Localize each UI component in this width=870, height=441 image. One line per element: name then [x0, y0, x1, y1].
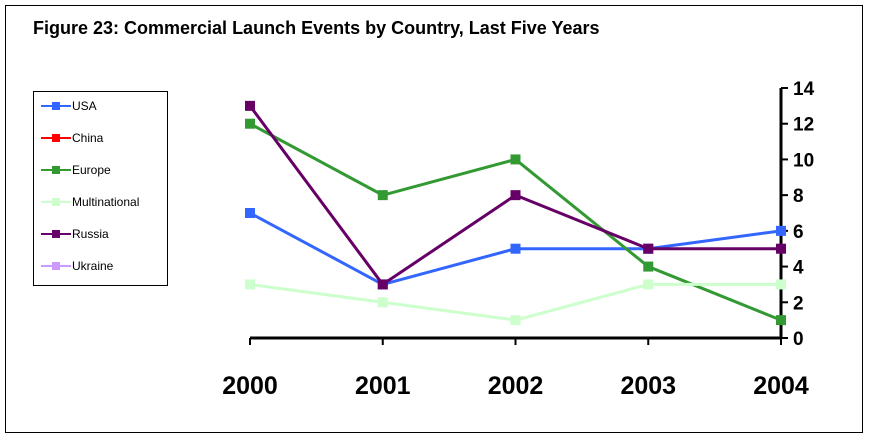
chart-title: Figure 23: Commercial Launch Events by C…	[33, 18, 600, 38]
legend-label: USA	[72, 99, 97, 113]
data-point-europe	[245, 118, 255, 129]
y-tick-label: 0	[793, 329, 804, 350]
data-point-multinational	[776, 279, 786, 290]
y-tick-label: 12	[793, 115, 814, 136]
x-tick-label: 2002	[488, 372, 544, 400]
legend-swatch	[41, 256, 71, 276]
y-tick-label: 8	[793, 186, 804, 207]
legend-label: Europe	[72, 163, 111, 177]
legend-item-ukraine: Ukraine	[34, 256, 113, 276]
x-tick-label: 2003	[620, 372, 676, 400]
data-point-multinational	[377, 297, 388, 308]
legend-label: Multinational	[72, 195, 140, 209]
data-point-russia	[643, 243, 654, 254]
data-point-europe	[377, 190, 388, 201]
legend-item-usa: USA	[34, 96, 97, 116]
series-line-multinational	[249, 282, 781, 322]
data-point-russia	[245, 100, 255, 111]
legend-label: Russia	[72, 227, 109, 241]
legend-swatch	[41, 128, 71, 148]
data-point-russia	[377, 279, 388, 290]
y-tick-label: 10	[793, 150, 814, 171]
x-tick-label: 2004	[753, 372, 809, 400]
legend-label: China	[72, 131, 104, 145]
y-tick-label: 14	[793, 79, 815, 100]
y-tick-label: 2	[793, 293, 804, 314]
legend-swatch	[41, 96, 71, 116]
x-tick-label: 2000	[222, 372, 278, 400]
data-point-usa	[510, 243, 521, 254]
data-point-usa	[245, 208, 255, 218]
series-line-europe	[249, 122, 782, 322]
legend-item-russia: Russia	[34, 224, 109, 244]
data-point-usa	[776, 225, 786, 236]
x-tick-label: 2001	[355, 372, 411, 400]
legend: USA China Europe Multinational Russia Ukraine	[33, 91, 168, 286]
legend-label: Ukraine	[72, 259, 114, 273]
legend-swatch	[41, 160, 71, 180]
legend-swatch	[41, 192, 71, 212]
data-point-europe	[776, 315, 786, 326]
data-point-europe	[510, 154, 521, 165]
legend-item-europe: Europe	[34, 160, 111, 180]
y-tick-label: 6	[793, 222, 804, 243]
data-point-russia	[776, 243, 786, 254]
data-point-multinational	[510, 315, 521, 326]
legend-swatch	[41, 224, 71, 244]
data-point-multinational	[245, 279, 255, 290]
legend-item-china: China	[34, 128, 103, 148]
data-point-multinational	[643, 279, 654, 290]
data-point-europe	[643, 261, 654, 272]
data-point-russia	[510, 190, 521, 201]
y-tick-label: 4	[793, 258, 804, 279]
legend-item-multinational: Multinational	[34, 192, 139, 212]
